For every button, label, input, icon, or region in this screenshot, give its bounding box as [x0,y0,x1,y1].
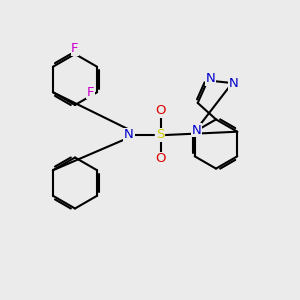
Text: O: O [155,152,166,166]
Text: N: N [191,124,201,137]
Text: F: F [71,42,79,55]
Text: F: F [87,86,94,99]
Text: S: S [156,128,165,142]
Text: O: O [155,104,166,118]
Text: N: N [124,128,134,142]
Text: N: N [206,73,216,85]
Text: N: N [229,76,238,89]
